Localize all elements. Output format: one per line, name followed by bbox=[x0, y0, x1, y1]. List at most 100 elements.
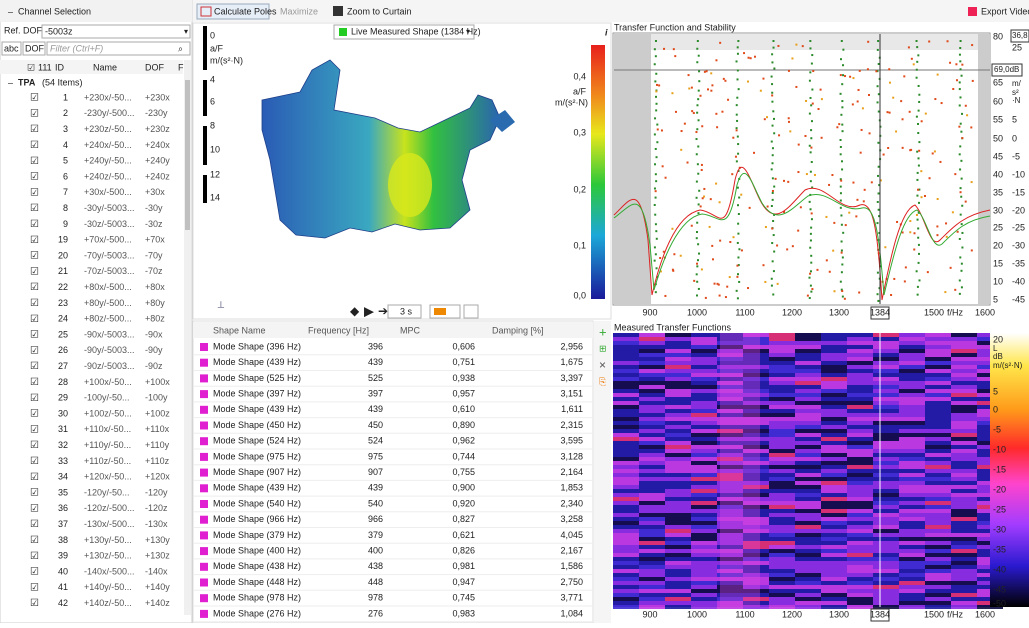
stable-pole bbox=[736, 60, 738, 62]
heat-cell bbox=[847, 465, 873, 469]
heat-cell bbox=[769, 377, 795, 381]
heat-cell bbox=[899, 449, 925, 453]
row-checkbox[interactable]: ☑ bbox=[30, 108, 39, 119]
stable-pole bbox=[877, 300, 879, 302]
row-checkbox[interactable]: ☑ bbox=[30, 298, 39, 309]
delete-button[interactable]: × bbox=[599, 358, 606, 372]
stable-pole bbox=[696, 231, 698, 233]
row-checkbox[interactable]: ☑ bbox=[30, 251, 39, 262]
row-checkbox[interactable]: ☑ bbox=[30, 567, 39, 578]
scroll-thumb[interactable] bbox=[185, 80, 190, 230]
group-toggle[interactable]: – bbox=[8, 77, 13, 87]
row-checkbox[interactable]: ☑ bbox=[30, 282, 39, 293]
shape-name[interactable]: Mode Shape (439 Hz) bbox=[213, 357, 301, 367]
unstable-pole bbox=[826, 259, 828, 261]
row-checkbox[interactable]: ☑ bbox=[30, 551, 39, 562]
shape-name[interactable]: Mode Shape (448 Hz) bbox=[213, 577, 301, 587]
pin-button[interactable]: ⊞ bbox=[599, 343, 607, 353]
column-header[interactable]: Frequency [Hz] bbox=[308, 325, 369, 335]
prev-frame[interactable]: ◆ bbox=[350, 304, 360, 318]
shape-name[interactable]: Mode Shape (450 Hz) bbox=[213, 420, 301, 430]
shape-name[interactable]: Mode Shape (525 Hz) bbox=[213, 373, 301, 383]
row-checkbox[interactable]: ☑ bbox=[30, 456, 39, 467]
row-checkbox[interactable]: ☑ bbox=[30, 361, 39, 372]
row-checkbox[interactable]: ☑ bbox=[30, 472, 39, 483]
shape-name[interactable]: Mode Shape (907 Hz) bbox=[213, 467, 301, 477]
column-header[interactable]: Damping [%] bbox=[492, 325, 544, 335]
mode-swatch bbox=[200, 359, 208, 367]
row-checkbox[interactable]: ☑ bbox=[30, 93, 39, 104]
row-checkbox[interactable]: ☑ bbox=[30, 314, 39, 325]
row-checkbox[interactable]: ☑ bbox=[30, 598, 39, 609]
ruler-segment bbox=[203, 165, 207, 175]
row-checkbox[interactable]: ☑ bbox=[30, 330, 39, 341]
unstable-pole bbox=[688, 74, 690, 76]
row-checkbox[interactable]: ☑ bbox=[30, 377, 39, 388]
shape-name[interactable]: Mode Shape (524 Hz) bbox=[213, 436, 301, 446]
row-checkbox[interactable]: ☑ bbox=[30, 409, 39, 420]
collapse[interactable]: – bbox=[8, 6, 13, 16]
row-checkbox[interactable]: ☑ bbox=[30, 124, 39, 135]
col-id[interactable]: ID bbox=[55, 62, 65, 72]
shape-name[interactable]: Mode Shape (966 Hz) bbox=[213, 514, 301, 524]
row-checkbox[interactable]: ☑ bbox=[30, 503, 39, 514]
shape-name[interactable]: Mode Shape (540 Hz) bbox=[213, 498, 301, 508]
shape-name[interactable]: Mode Shape (396 Hz) bbox=[213, 341, 301, 351]
row-checkbox[interactable]: ☑ bbox=[30, 219, 39, 230]
row-checkbox[interactable]: ☑ bbox=[30, 203, 39, 214]
cell: 3,258 bbox=[560, 514, 583, 524]
row-checkbox[interactable]: ☑ bbox=[30, 345, 39, 356]
cell: 2,750 bbox=[560, 577, 583, 587]
row-checkbox[interactable]: ☑ bbox=[30, 156, 39, 167]
play[interactable]: ▶ bbox=[364, 303, 374, 318]
row-checkbox[interactable]: ☑ bbox=[30, 535, 39, 546]
shape-name[interactable]: Mode Shape (400 Hz) bbox=[213, 545, 301, 555]
stable-pole bbox=[840, 192, 842, 194]
unstable-pole bbox=[693, 280, 695, 282]
row-checkbox[interactable]: ☑ bbox=[30, 488, 39, 499]
row-checkbox[interactable]: ☑ bbox=[30, 440, 39, 451]
select-all[interactable]: ☑ bbox=[27, 62, 35, 72]
shape-name[interactable]: Mode Shape (439 Hz) bbox=[213, 404, 301, 414]
unstable-pole bbox=[674, 55, 676, 57]
export-video[interactable]: Export Video bbox=[981, 6, 1029, 16]
row-checkbox[interactable]: ☑ bbox=[30, 235, 39, 246]
zoom-to-curtain[interactable]: Zoom to Curtain bbox=[347, 6, 412, 16]
cell: 540 bbox=[368, 498, 383, 508]
shape-name[interactable]: Mode Shape (975 Hz) bbox=[213, 451, 301, 461]
unstable-pole bbox=[836, 126, 838, 128]
shape-name[interactable]: Mode Shape (379 Hz) bbox=[213, 530, 301, 540]
heat-cell bbox=[769, 485, 795, 489]
shape-name[interactable]: Mode Shape (397 Hz) bbox=[213, 388, 301, 398]
shape-name[interactable]: Mode Shape (439 Hz) bbox=[213, 483, 301, 493]
row-checkbox[interactable]: ☑ bbox=[30, 266, 39, 277]
heat-cell bbox=[951, 537, 977, 541]
row-checkbox[interactable]: ☑ bbox=[30, 582, 39, 593]
add-button[interactable]: + bbox=[599, 324, 607, 339]
row-checkbox[interactable]: ☑ bbox=[30, 187, 39, 198]
row-checkbox[interactable]: ☑ bbox=[30, 519, 39, 530]
heat-cell bbox=[873, 529, 899, 533]
heat-cell bbox=[873, 493, 899, 497]
export-button[interactable]: ⎘ bbox=[599, 376, 606, 386]
shape-name[interactable]: Mode Shape (438 Hz) bbox=[213, 561, 301, 571]
heat-cell bbox=[873, 429, 899, 433]
column-header[interactable]: MPC bbox=[400, 325, 421, 335]
row-checkbox[interactable]: ☑ bbox=[30, 424, 39, 435]
heat-cell bbox=[665, 569, 691, 573]
col-f[interactable]: F bbox=[178, 62, 184, 72]
heat-cell bbox=[691, 353, 717, 357]
shape-name[interactable]: Mode Shape (978 Hz) bbox=[213, 593, 301, 603]
heat-cell bbox=[821, 481, 847, 485]
col-dof[interactable]: DOF bbox=[145, 62, 165, 72]
row-checkbox[interactable]: ☑ bbox=[30, 172, 39, 183]
row-checkbox[interactable]: ☑ bbox=[30, 140, 39, 151]
row-checkbox[interactable]: ☑ bbox=[30, 393, 39, 404]
heat-cell bbox=[639, 453, 665, 457]
shape-name[interactable]: Mode Shape (276 Hz) bbox=[213, 608, 301, 618]
col-name[interactable]: Name bbox=[93, 62, 117, 72]
column-header[interactable]: Shape Name bbox=[213, 325, 266, 335]
snapshot-button[interactable] bbox=[464, 305, 478, 318]
maximize[interactable]: Maximize bbox=[280, 6, 318, 16]
next-frame[interactable]: ➔ bbox=[378, 304, 388, 318]
